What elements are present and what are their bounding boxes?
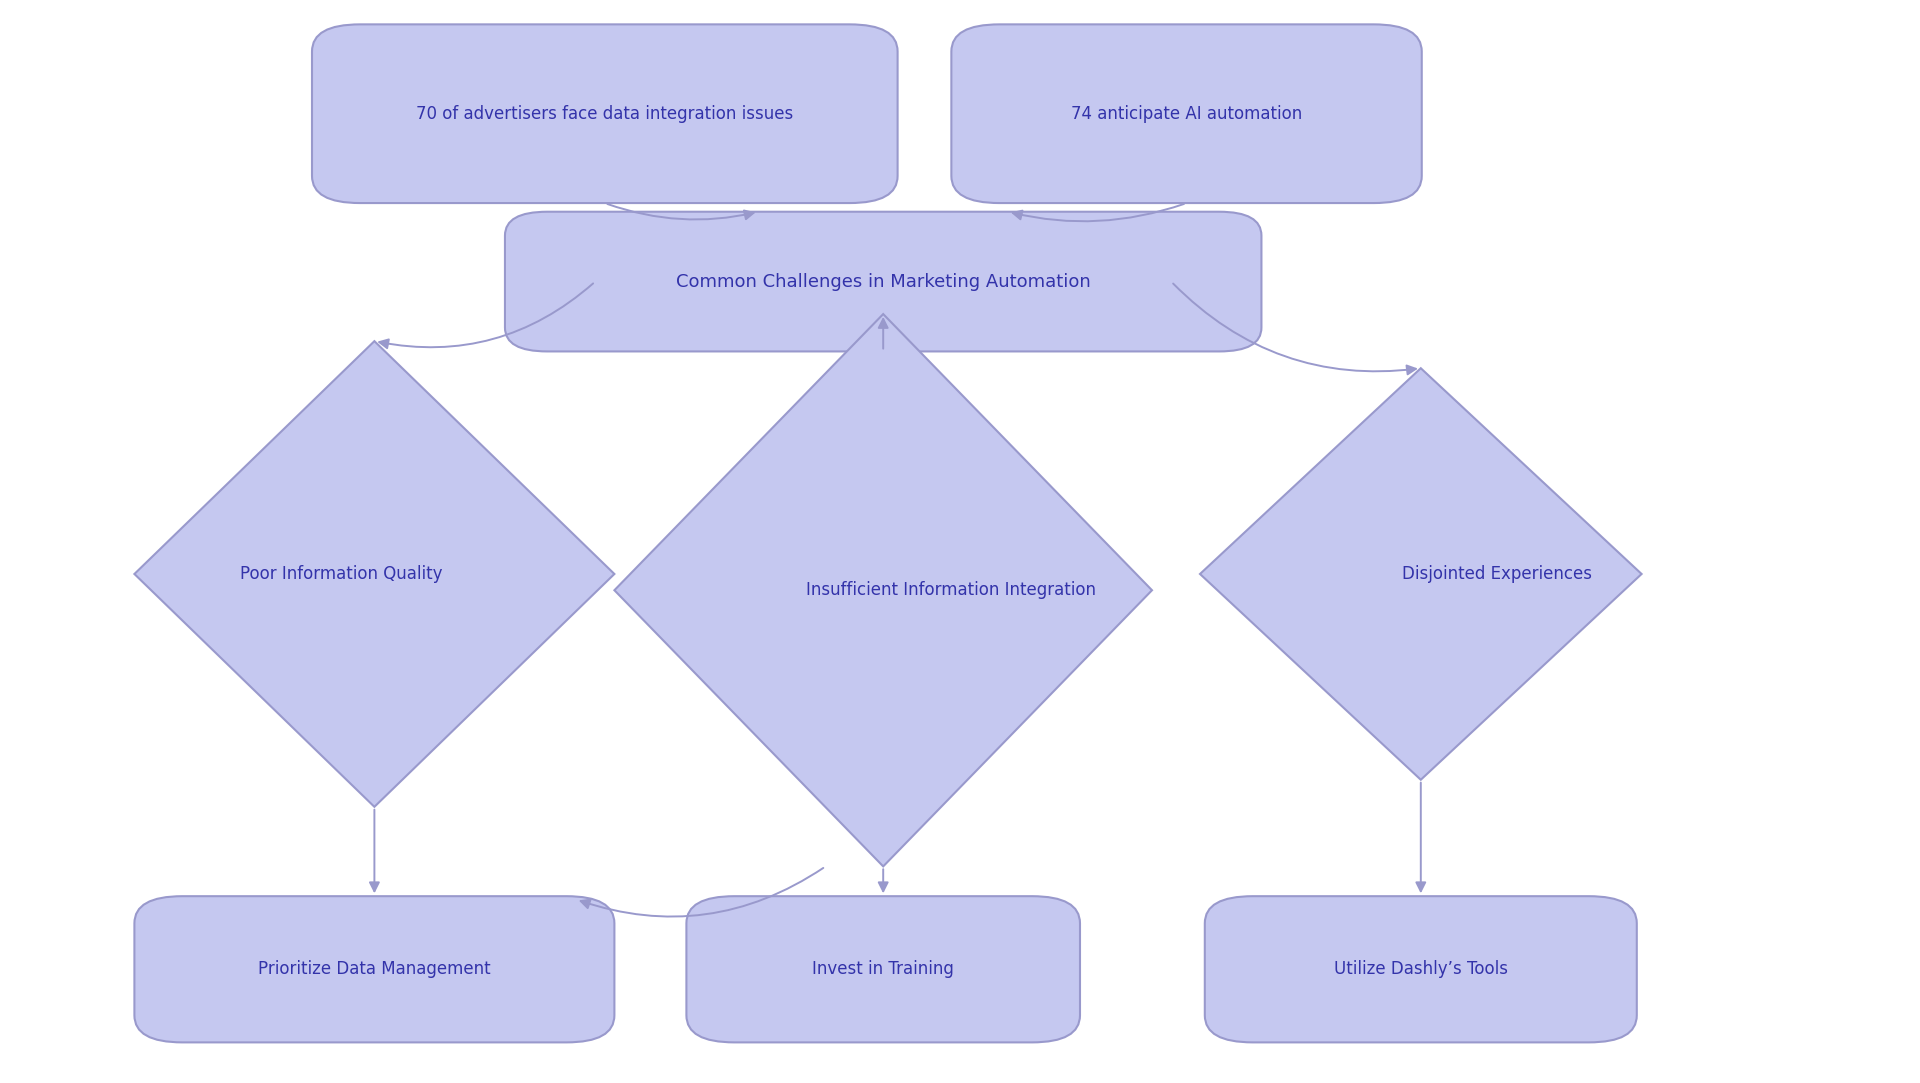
FancyBboxPatch shape — [687, 897, 1079, 1042]
Text: Insufficient Information Integration: Insufficient Information Integration — [806, 582, 1096, 599]
Text: 74 anticipate AI automation: 74 anticipate AI automation — [1071, 105, 1302, 122]
Text: Utilize Dashly’s Tools: Utilize Dashly’s Tools — [1334, 961, 1507, 978]
FancyBboxPatch shape — [311, 25, 899, 204]
Text: Common Challenges in Marketing Automation: Common Challenges in Marketing Automatio… — [676, 273, 1091, 290]
FancyBboxPatch shape — [1206, 897, 1636, 1042]
FancyBboxPatch shape — [134, 897, 614, 1042]
Text: Prioritize Data Management: Prioritize Data Management — [257, 961, 492, 978]
FancyBboxPatch shape — [505, 212, 1261, 351]
Text: Disjointed Experiences: Disjointed Experiences — [1402, 565, 1592, 583]
Text: Poor Information Quality: Poor Information Quality — [240, 565, 442, 583]
FancyBboxPatch shape — [950, 25, 1421, 204]
Polygon shape — [1200, 368, 1642, 780]
Polygon shape — [134, 341, 614, 807]
Text: Invest in Training: Invest in Training — [812, 961, 954, 978]
Polygon shape — [614, 314, 1152, 866]
Text: 70 of advertisers face data integration issues: 70 of advertisers face data integration … — [417, 105, 793, 122]
